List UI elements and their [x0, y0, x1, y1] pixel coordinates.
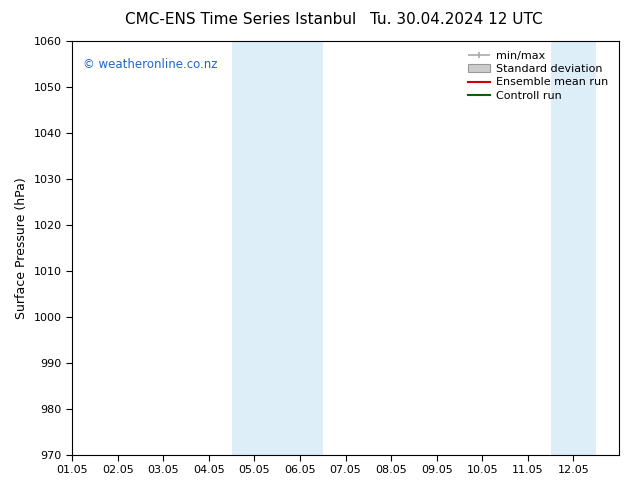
Bar: [551, 41, 596, 455]
Bar: [231, 41, 277, 455]
Bar: [277, 41, 323, 455]
Text: CMC-ENS Time Series Istanbul: CMC-ENS Time Series Istanbul: [126, 12, 356, 27]
Text: Tu. 30.04.2024 12 UTC: Tu. 30.04.2024 12 UTC: [370, 12, 543, 27]
Legend: min/max, Standard deviation, Ensemble mean run, Controll run: min/max, Standard deviation, Ensemble me…: [468, 51, 608, 101]
Text: © weatheronline.co.nz: © weatheronline.co.nz: [83, 58, 217, 71]
Y-axis label: Surface Pressure (hPa): Surface Pressure (hPa): [15, 177, 28, 318]
